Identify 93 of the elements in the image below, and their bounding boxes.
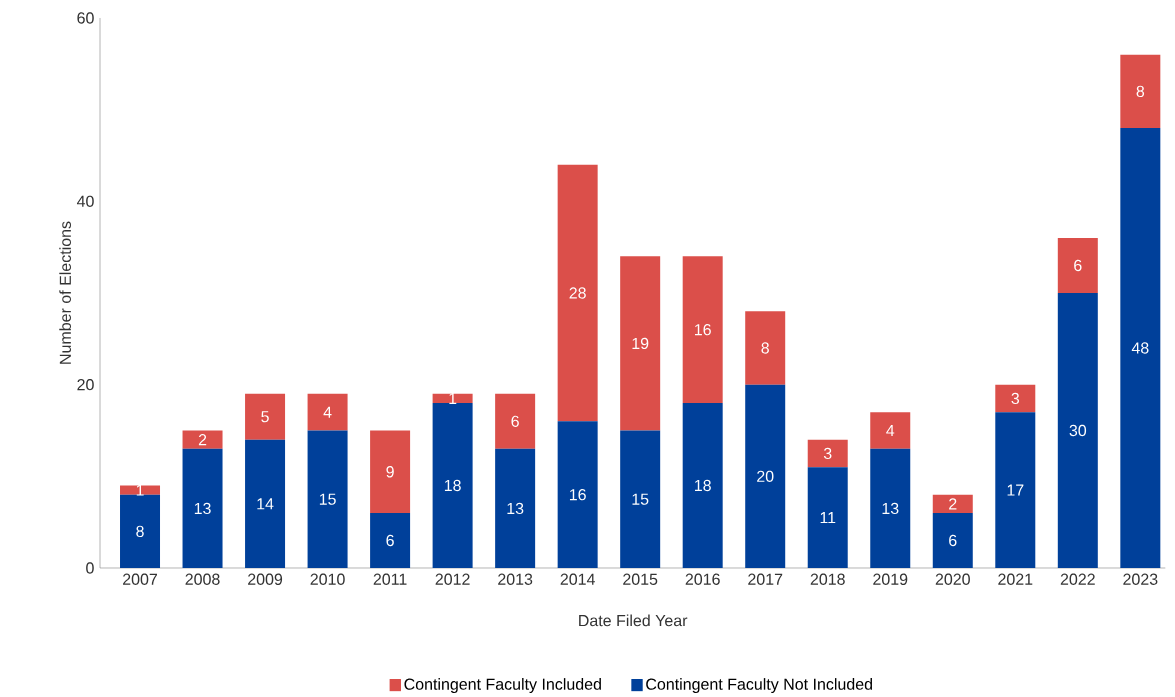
legend-label: Contingent Faculty Not Included <box>646 677 872 693</box>
data-label: 16 <box>569 488 586 501</box>
data-label: 3 <box>823 447 832 459</box>
x-tick-label: 2018 <box>810 573 845 585</box>
data-label: 1 <box>136 484 144 496</box>
y-tick-label: 60 <box>77 12 94 24</box>
data-label: 6 <box>1074 259 1082 271</box>
x-tick-label: 2013 <box>498 573 533 585</box>
x-tick-label: 2008 <box>185 573 220 585</box>
legend-label: Contingent Faculty Included <box>404 677 601 693</box>
bar <box>307 393 348 431</box>
x-axis-title: Date Filed Year <box>579 614 688 627</box>
bar <box>370 430 411 513</box>
bar <box>995 384 1036 412</box>
bar <box>932 494 973 513</box>
bar <box>432 393 473 403</box>
bar <box>620 256 661 431</box>
bar <box>745 384 786 568</box>
bar <box>557 421 598 568</box>
data-label: 48 <box>1131 342 1149 354</box>
bar <box>932 512 973 568</box>
bar <box>807 439 848 467</box>
x-tick-label: 2019 <box>873 573 908 585</box>
data-label: 13 <box>507 502 524 514</box>
x-tick-label: 2023 <box>1123 573 1158 585</box>
bar <box>682 256 723 403</box>
data-label: 8 <box>761 342 769 354</box>
data-label: 8 <box>136 525 144 537</box>
x-tick-label: 2017 <box>748 573 783 585</box>
x-tick-label: 2010 <box>310 573 345 585</box>
bar <box>245 439 286 568</box>
x-tick-label: 2015 <box>623 573 658 585</box>
bar <box>1120 54 1161 128</box>
bar <box>1057 237 1098 293</box>
data-label: 4 <box>886 424 895 436</box>
x-tick-label: 2011 <box>373 573 407 585</box>
data-label: 17 <box>1007 484 1024 496</box>
x-tick-label: 2009 <box>248 573 283 585</box>
bar <box>120 485 161 495</box>
data-label: 9 <box>386 465 394 478</box>
data-label: 28 <box>569 287 586 299</box>
data-label: 13 <box>194 502 211 514</box>
y-tick-label: 0 <box>86 562 94 574</box>
x-tick-label: 2012 <box>435 573 470 585</box>
data-label: 1 <box>449 392 457 404</box>
bar <box>182 448 223 568</box>
x-tick-label: 2014 <box>560 573 595 585</box>
x-tick-label: 2007 <box>123 573 157 585</box>
bar <box>495 393 536 449</box>
x-tick-label: 2021 <box>998 573 1033 585</box>
data-label: 18 <box>444 479 461 491</box>
bar <box>1057 292 1098 568</box>
data-label: 14 <box>257 498 274 510</box>
data-label: 3 <box>1011 392 1020 404</box>
bar <box>307 430 348 568</box>
data-label: 5 <box>261 410 269 423</box>
bar <box>370 512 411 568</box>
x-tick-label: 2020 <box>935 573 970 585</box>
x-tick-label: 2016 <box>685 573 720 585</box>
data-label: 6 <box>511 415 519 427</box>
bar <box>620 430 661 568</box>
data-label: 8 <box>1136 85 1145 97</box>
bar <box>745 311 786 385</box>
data-label: 15 <box>632 493 649 505</box>
bar <box>495 448 536 568</box>
bar <box>682 402 723 568</box>
data-label: 4 <box>323 406 332 418</box>
data-label: 11 <box>820 511 836 523</box>
data-label: 2 <box>949 498 957 510</box>
data-label: 19 <box>632 337 649 349</box>
data-label: 13 <box>882 502 899 514</box>
bar <box>1120 127 1161 568</box>
y-axis-title: Number of Elections <box>59 221 71 364</box>
data-label: 6 <box>949 534 957 546</box>
data-label: 2 <box>198 433 207 446</box>
bar <box>182 430 223 449</box>
data-label: 6 <box>386 534 394 546</box>
y-tick-label: 40 <box>76 195 94 207</box>
data-label: 20 <box>757 470 774 482</box>
data-label: 30 <box>1069 424 1087 436</box>
data-label: 15 <box>319 493 336 505</box>
x-tick-label: 2022 <box>1060 573 1095 585</box>
y-tick-label: 20 <box>77 378 94 391</box>
bar <box>995 411 1036 568</box>
bar <box>870 411 911 449</box>
data-label: 16 <box>695 323 711 336</box>
bar <box>120 494 161 568</box>
bar <box>557 164 598 422</box>
bar <box>432 402 473 568</box>
data-label: 18 <box>695 479 711 491</box>
bar <box>870 448 911 568</box>
bar <box>245 393 286 440</box>
bar <box>807 466 848 568</box>
